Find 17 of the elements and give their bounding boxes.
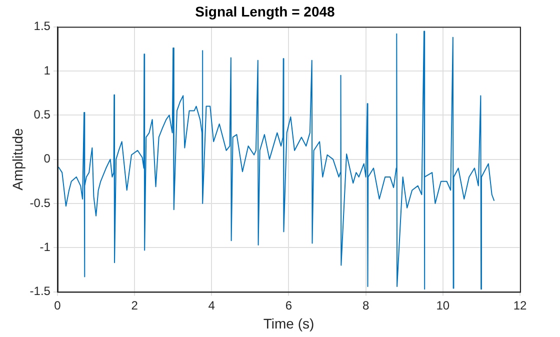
x-tick-label: 0 <box>54 298 62 312</box>
x-tick-label: 10 <box>436 298 450 312</box>
y-axis-title: Amplitude <box>9 128 26 190</box>
x-tick-label: 4 <box>208 298 216 312</box>
y-tick-label: 1 <box>44 63 51 78</box>
y-tick-label: -0.5 <box>30 196 51 210</box>
x-tick-label: 2 <box>131 298 138 312</box>
y-tick-label: 0.5 <box>34 107 51 122</box>
y-tick-label: -1 <box>40 240 51 254</box>
x-axis-title: Time (s) <box>263 315 314 332</box>
x-tick-label: 12 <box>513 298 527 312</box>
x-tick-label: 8 <box>362 298 370 312</box>
x-tick-label: 6 <box>285 298 292 312</box>
y-tick-label: 0 <box>44 152 51 166</box>
chart-title: Signal Length = 2048 <box>195 3 336 20</box>
y-tick-label: -1.5 <box>30 284 51 298</box>
y-tick-label: 1.5 <box>34 19 51 34</box>
